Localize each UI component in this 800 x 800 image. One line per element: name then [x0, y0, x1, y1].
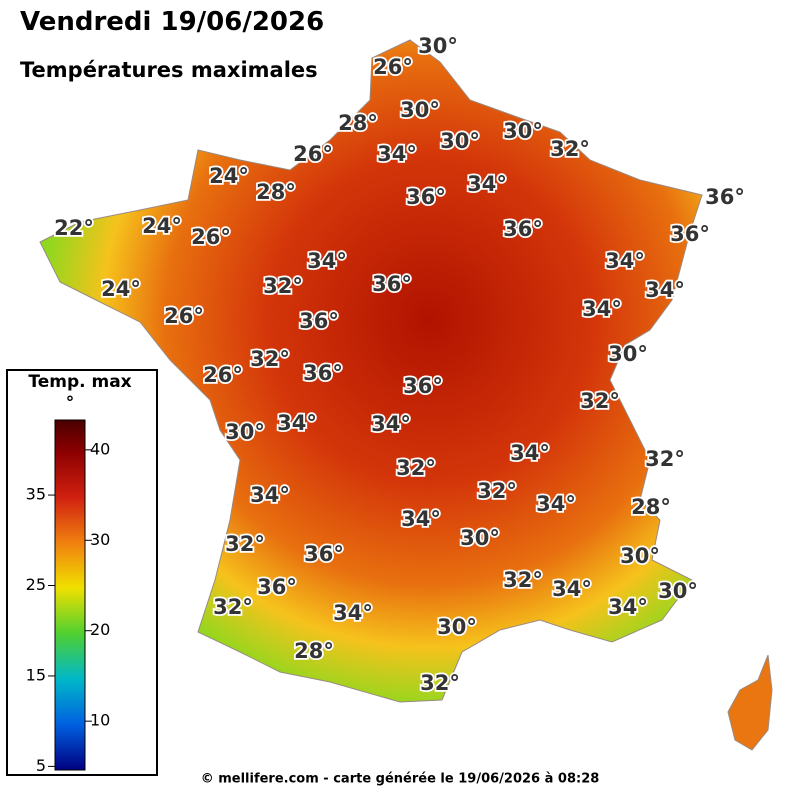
temperature-label: 36°: [503, 217, 543, 241]
corsica: [727, 654, 773, 751]
temperature-label: 36°: [299, 309, 339, 333]
legend-tick-label: 20: [90, 620, 110, 639]
temperature-label: 36°: [670, 222, 710, 246]
temperature-label: 30°: [400, 98, 440, 122]
temperature-label: 34°: [605, 249, 645, 273]
temperature-label: 36°: [406, 185, 446, 209]
footer: © mellifere.com - carte générée le 19/06…: [201, 772, 600, 787]
temperature-label: 28°: [338, 111, 378, 135]
temperature-label: 32°: [225, 532, 265, 556]
temperature-label: 34°: [536, 492, 576, 516]
temperature-label: 32°: [550, 137, 590, 161]
temperature-label: 26°: [373, 55, 413, 79]
temperature-label: 26°: [203, 363, 243, 387]
temperature-label: 30°: [658, 579, 698, 603]
temperature-label: 32°: [396, 456, 436, 480]
legend-tick-label: 5: [36, 756, 46, 775]
legend-tick-label: 30: [90, 530, 110, 549]
temperature-label: 30°: [503, 119, 543, 143]
temperature-label: 32°: [580, 389, 620, 413]
legend-tick-label: 35: [26, 485, 46, 504]
color-bar: [54, 419, 86, 771]
temperature-label: 24°: [209, 164, 249, 188]
temperature-label: 32°: [645, 447, 685, 471]
temperature-label: 34°: [307, 249, 347, 273]
temperature-label: 34°: [371, 412, 411, 436]
temperature-label: 34°: [510, 441, 550, 465]
subtitle: Températures maximales: [20, 58, 318, 82]
temperature-label: 36°: [705, 185, 745, 209]
temperature-label: 36°: [257, 575, 297, 599]
temperature-label: 34°: [333, 601, 373, 625]
temperature-label: 36°: [303, 361, 343, 385]
temperature-label: 34°: [377, 142, 417, 166]
temperature-label: 32°: [263, 274, 303, 298]
temperature-label: 32°: [420, 671, 460, 695]
temperature-label: 28°: [256, 180, 296, 204]
temperature-label: 36°: [403, 374, 443, 398]
temperature-label: 28°: [294, 639, 334, 663]
legend-title: Temp. max: [28, 372, 131, 392]
temperature-label: 26°: [164, 304, 204, 328]
temperature-label: 32°: [503, 568, 543, 592]
temperature-label: 24°: [142, 214, 182, 238]
temperature-label: 30°: [608, 342, 648, 366]
temperature-label: 32°: [477, 479, 517, 503]
temperature-label: 36°: [372, 272, 412, 296]
temperature-label: 30°: [440, 129, 480, 153]
temperature-label: 34°: [608, 595, 648, 619]
temperature-label: 26°: [191, 225, 231, 249]
legend-tick-label: 10: [90, 711, 110, 730]
temperature-label: 26°: [293, 142, 333, 166]
temperature-label: 34°: [582, 297, 622, 321]
temperature-label: 34°: [277, 411, 317, 435]
title: Vendredi 19/06/2026: [20, 7, 324, 37]
temperature-label: 36°: [304, 542, 344, 566]
temperature-label: 30°: [460, 526, 500, 550]
temperature-label: 30°: [437, 615, 477, 639]
temperature-label: 30°: [225, 420, 265, 444]
legend-tick-label: 40: [90, 439, 110, 458]
legend-tick-label: 15: [26, 665, 46, 684]
temperature-label: 22°: [54, 216, 94, 240]
temperature-label: 34°: [552, 577, 592, 601]
temperature-label: 30°: [620, 544, 660, 568]
temperature-label: 28°: [631, 495, 671, 519]
france-map: [39, 39, 703, 703]
temperature-label: 32°: [250, 347, 290, 371]
legend-unit: °: [66, 393, 75, 413]
temperature-label: 24°: [101, 277, 141, 301]
temperature-label: 34°: [467, 172, 507, 196]
legend-tick-label: 25: [26, 575, 46, 594]
temperature-label: 34°: [250, 483, 290, 507]
temperature-label: 32°: [213, 595, 253, 619]
temperature-label: 34°: [645, 278, 685, 302]
temperature-label: 30°: [418, 34, 458, 58]
temperature-label: 34°: [401, 507, 441, 531]
